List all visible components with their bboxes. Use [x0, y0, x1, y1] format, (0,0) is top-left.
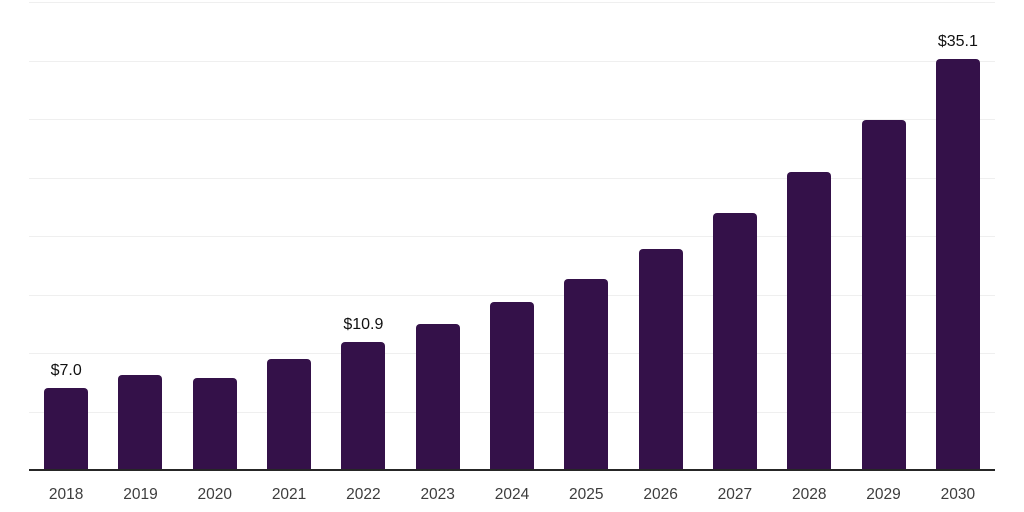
gridline: [29, 60, 995, 62]
gridline: [29, 2, 995, 3]
bar-2030: [935, 59, 980, 470]
x-tick-label-2019: 2019: [123, 486, 158, 503]
x-tick-label-2020: 2020: [197, 486, 232, 503]
bar-value-label-2030: $35.1: [937, 33, 978, 51]
x-tick-label-2022: 2022: [346, 486, 381, 503]
bar-2019: [118, 375, 163, 470]
gridline: [29, 119, 995, 120]
bar-2021: [267, 358, 312, 470]
x-tick-label-2027: 2027: [717, 486, 753, 503]
x-tick-label-2018: 2018: [48, 486, 84, 503]
x-tick-label-2025: 2025: [569, 486, 604, 503]
gridline: [29, 294, 995, 296]
x-tick-label-2021: 2021: [271, 486, 307, 503]
bar-2027: [712, 212, 757, 470]
bar-value-label-2018: $7.0: [50, 362, 82, 380]
gridline: [29, 236, 995, 237]
bar-2018: [44, 388, 89, 470]
bar-2022: [341, 342, 386, 470]
bar-2025: [564, 279, 609, 470]
bar-2024: [490, 301, 534, 470]
bar-2023: [415, 323, 460, 470]
gridline: [29, 177, 995, 179]
x-tick-label-2024: 2024: [494, 486, 530, 503]
x-tick-label-2026: 2026: [643, 486, 678, 503]
x-tick-label-2028: 2028: [791, 486, 827, 503]
x-tick-label-2030: 2030: [940, 486, 976, 503]
bar-2029: [861, 120, 906, 470]
x-axis-line: [29, 469, 995, 471]
x-tick-label-2029: 2029: [866, 486, 901, 503]
bar-2020: [192, 377, 237, 470]
bar-value-label-2022: $10.9: [343, 316, 384, 334]
bar-2026: [638, 248, 683, 470]
bar-2028: [787, 171, 832, 470]
x-tick-label-2023: 2023: [420, 486, 455, 503]
